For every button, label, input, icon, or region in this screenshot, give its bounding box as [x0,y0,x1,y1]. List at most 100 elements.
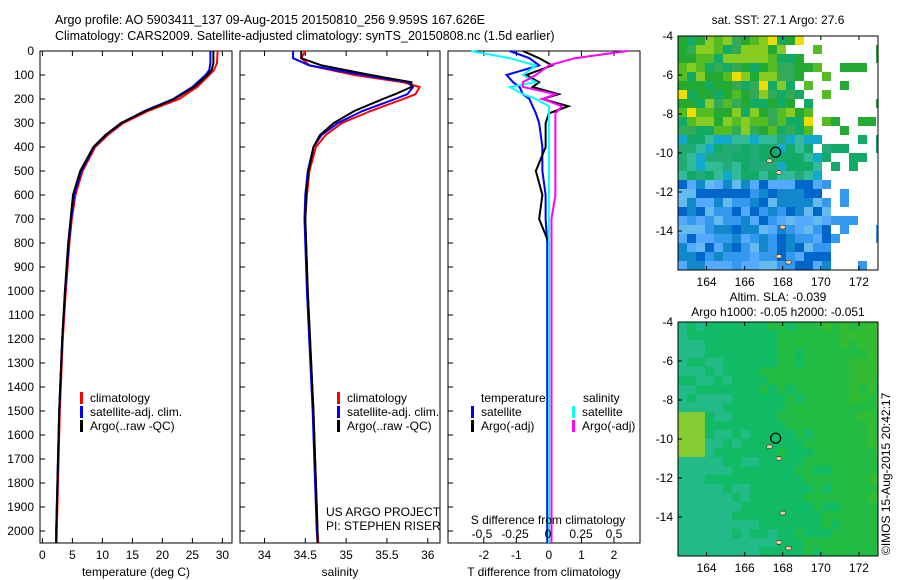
map-cell [759,439,768,448]
map-cell [876,430,878,439]
map-cell [768,529,777,538]
map-cell [858,412,867,421]
difference-series-s-satellite [470,50,550,543]
map-cell [741,126,750,135]
header-line1: Argo profile: AO 5903411_137 09-Aug-2015… [55,13,485,27]
salinity-legend-swatch [337,420,340,432]
map-cell [876,529,878,538]
map-cell [795,376,804,385]
map-cell [696,457,705,466]
map-cell [696,502,705,511]
map-cell [759,403,768,412]
map-cell [741,529,750,538]
salinity-xtick-label: 34.5 [294,548,318,562]
map-cell [696,90,705,99]
map-cell [696,207,705,216]
map-cell [876,547,878,556]
map-cell [795,466,804,475]
map-cell [804,493,813,502]
map-cell [786,171,795,180]
map-cell [822,216,831,225]
map-cell [804,376,813,385]
map-cell [705,243,714,252]
depth-tick-label: 400 [14,140,34,154]
map-cell [777,180,786,189]
map-cell [678,493,687,502]
island-shape [766,158,773,164]
map-cell [786,180,795,189]
map-cell [768,45,777,54]
map-cell [759,502,768,511]
map-cell [732,493,741,502]
map-cell [777,547,786,556]
map-cell [858,493,867,502]
map-cell [714,340,723,349]
map-cell [840,376,849,385]
map-cell [795,225,804,234]
map-cell [858,421,867,430]
map-cell [705,234,714,243]
map-cell [723,225,732,234]
map-cell [741,90,750,99]
map-cell [705,448,714,457]
map-cell [732,376,741,385]
map-cell [831,502,840,511]
map-cell [777,162,786,171]
map-cell [759,484,768,493]
map-cell [714,243,723,252]
map-cell [777,189,786,198]
map-cell [849,340,858,349]
map-cell [876,502,878,511]
map-cell [795,331,804,340]
sst-map-xtick-label: 164 [697,275,717,289]
sst-map-ytick-label: -4 [662,29,673,43]
map-cell [732,54,741,63]
map-cell [867,475,876,484]
map-cell [750,448,759,457]
map-cell [732,466,741,475]
map-cell [768,457,777,466]
map-cell [822,376,831,385]
map-cell [714,90,723,99]
map-cell [786,234,795,243]
map-cell [786,511,795,520]
map-cell [759,322,768,331]
map-cell [714,394,723,403]
map-cell [696,376,705,385]
map-cell [741,493,750,502]
map-cell [822,225,831,234]
map-cell [750,234,759,243]
map-cell [867,367,876,376]
map-cell [696,538,705,547]
map-cell [714,81,723,90]
map-cell [750,358,759,367]
map-cell [759,385,768,394]
map-cell [696,99,705,108]
map-cell [678,322,687,331]
map-cell [714,207,723,216]
map-cell [687,126,696,135]
map-cell [858,448,867,457]
map-cell [777,376,786,385]
map-cell [705,511,714,520]
map-cell [741,162,750,171]
map-cell [813,475,822,484]
map-cell [687,117,696,126]
map-cell [705,403,714,412]
map-cell [768,117,777,126]
map-cell [849,385,858,394]
map-cell [813,412,822,421]
map-cell [768,394,777,403]
map-cell [714,538,723,547]
difference-xlabel: T difference from climatology [467,565,621,579]
map-cell [705,207,714,216]
diff-legend-swatch [471,406,474,418]
map-cell [678,430,687,439]
map-cell [750,547,759,556]
temperature-legend-label: Argo(..raw -QC) [90,419,175,433]
map-cell [876,45,878,54]
map-cell [714,376,723,385]
map-cell [777,207,786,216]
map-cell [687,466,696,475]
map-cell [687,403,696,412]
